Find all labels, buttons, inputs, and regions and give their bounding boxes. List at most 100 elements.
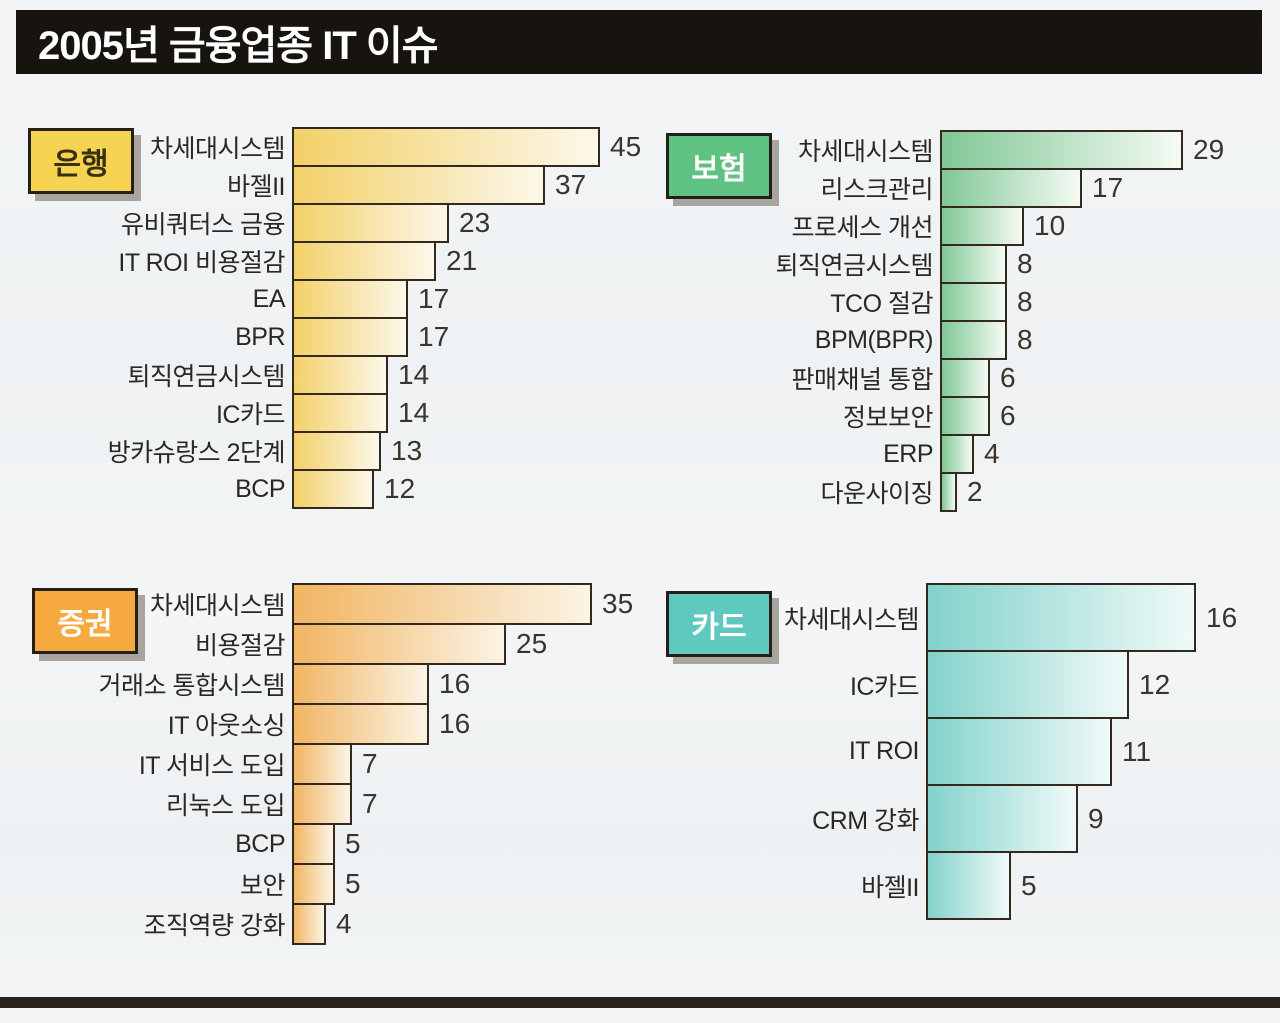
category-label: 차세대시스템: [149, 135, 286, 163]
category-label: CRM 강화: [812, 806, 919, 835]
value-label: 12: [384, 473, 416, 504]
category-label: IT ROI: [848, 737, 920, 765]
value-label: 7: [362, 788, 378, 819]
category-label: BCP: [235, 474, 285, 503]
bar-row: IT 아웃소싱 16: [24, 703, 633, 745]
value-label: 29: [1193, 134, 1225, 165]
bar: [292, 663, 429, 705]
bar: [292, 703, 429, 745]
value-label: 17: [418, 321, 450, 352]
bar: [940, 130, 1183, 170]
value-label: 6: [1000, 362, 1016, 393]
bar-row: 판매채널 통합 6: [664, 358, 1224, 398]
bar: [292, 583, 592, 625]
category-label: EA: [252, 284, 286, 313]
bar: [940, 472, 957, 512]
bar: [292, 279, 408, 319]
bar: [940, 320, 1007, 360]
bar-row: 리스크관리 17: [664, 168, 1224, 208]
bar: [940, 358, 990, 398]
value-label: 5: [345, 828, 361, 859]
bar-row: BPM(BPR) 8: [664, 320, 1224, 360]
category-label: 보안: [239, 872, 286, 900]
value-label: 35: [602, 588, 634, 619]
bank-legend: 은행: [28, 128, 134, 194]
category-label: 정보보안: [842, 404, 934, 432]
bar: [926, 583, 1196, 652]
bar-row: IT ROI 비용절감 21: [24, 241, 641, 281]
category-label: ERP: [883, 439, 933, 468]
category-label: IT ROI 비용절감: [118, 249, 285, 277]
bar-row: 정보보안 6: [664, 396, 1224, 436]
value-label: 21: [446, 245, 478, 276]
category-label: 리눅스 도입: [166, 792, 285, 820]
value-label: 23: [459, 207, 491, 238]
category-label: 다운사이징: [820, 480, 933, 508]
bar: [292, 203, 449, 243]
card-bar-chart: 차세대시스템 16 IC카드 12 IT ROI 11 CRM 강화 9 바젤II 5: [664, 583, 1237, 920]
bar: [292, 355, 388, 395]
bar-row: 차세대시스템 29: [664, 130, 1224, 170]
value-label: 10: [1034, 210, 1066, 241]
bar: [292, 783, 352, 825]
bar-row: 방카슈랑스 2단계 13: [24, 431, 641, 471]
category-label: 차세대시스템: [797, 138, 934, 166]
category-label: BPR: [235, 322, 285, 351]
bar-row: 거래소 통합시스템 16: [24, 663, 633, 705]
bar: [292, 393, 388, 433]
value-label: 17: [418, 283, 450, 314]
bar: [926, 784, 1078, 853]
category-label: 바젤II: [227, 173, 285, 201]
bar-row: 다운사이징 2: [664, 472, 1224, 512]
bar: [292, 743, 352, 785]
bank-bar-chart: 차세대시스템 45 바젤II 37 유비쿼터스 금융 23 IT ROI 비용절감 21 EA 1…: [24, 127, 641, 509]
value-label: 2: [967, 476, 983, 507]
bottom-rule: [0, 997, 1280, 1008]
category-label: 유비쿼터스 금융: [121, 211, 285, 239]
bar: [926, 650, 1129, 719]
category-label: IC카드: [849, 672, 920, 701]
value-label: 12: [1139, 668, 1171, 700]
bar-row: IC카드 14: [24, 393, 641, 433]
value-label: 7: [362, 748, 378, 779]
bar: [926, 851, 1011, 920]
bar-row: TCO 절감 8: [664, 282, 1224, 322]
bar-row: IC카드 12: [664, 650, 1237, 719]
bar: [940, 168, 1082, 208]
category-label: IT 서비스 도입: [138, 752, 286, 780]
category-label: 리스크관리: [820, 176, 933, 204]
bar-row: 바젤II 5: [664, 851, 1237, 920]
bar-row: CRM 강화 9: [664, 784, 1237, 853]
value-label: 8: [1017, 286, 1033, 317]
bar: [292, 431, 381, 471]
category-label: 방카슈랑스 2단계: [107, 439, 286, 467]
value-label: 11: [1122, 735, 1152, 767]
bar-row: BCP 12: [24, 469, 641, 509]
bar-row: 차세대시스템 35: [24, 583, 633, 625]
bar: [292, 127, 600, 167]
category-label: IT 아웃소싱: [167, 712, 286, 740]
card-legend: 카드: [666, 591, 772, 657]
bar: [940, 244, 1007, 284]
bar: [940, 396, 990, 436]
insurance-bar-chart: 차세대시스템 29 리스크관리 17 프로세스 개선 10 퇴직연금시스템 8 TCO 절감 8 B…: [664, 130, 1224, 512]
bar: [926, 717, 1112, 786]
bar-row: 프로세스 개선 10: [664, 206, 1224, 246]
securities-bar-chart: 차세대시스템 35 비용절감 25 거래소 통합시스템 16 IT 아웃소싱 16 IT 서비스…: [24, 583, 633, 945]
category-label: 퇴직연금시스템: [775, 252, 933, 280]
bar: [292, 469, 374, 509]
value-label: 6: [1000, 400, 1016, 431]
bar-row: 차세대시스템 16: [664, 583, 1237, 652]
bar-row: 차세대시스템 45: [24, 127, 641, 167]
value-label: 17: [1092, 172, 1124, 203]
bar: [292, 317, 408, 357]
bar: [940, 434, 974, 474]
value-label: 8: [1017, 324, 1033, 355]
page-title: 2005년 금융업종 IT 이슈: [38, 24, 438, 68]
bar: [292, 823, 335, 865]
bar-row: 바젤II 37: [24, 165, 641, 205]
category-label: 퇴직연금시스템: [127, 363, 285, 391]
bar-row: IT ROI 11: [664, 717, 1237, 786]
value-label: 14: [398, 359, 430, 390]
